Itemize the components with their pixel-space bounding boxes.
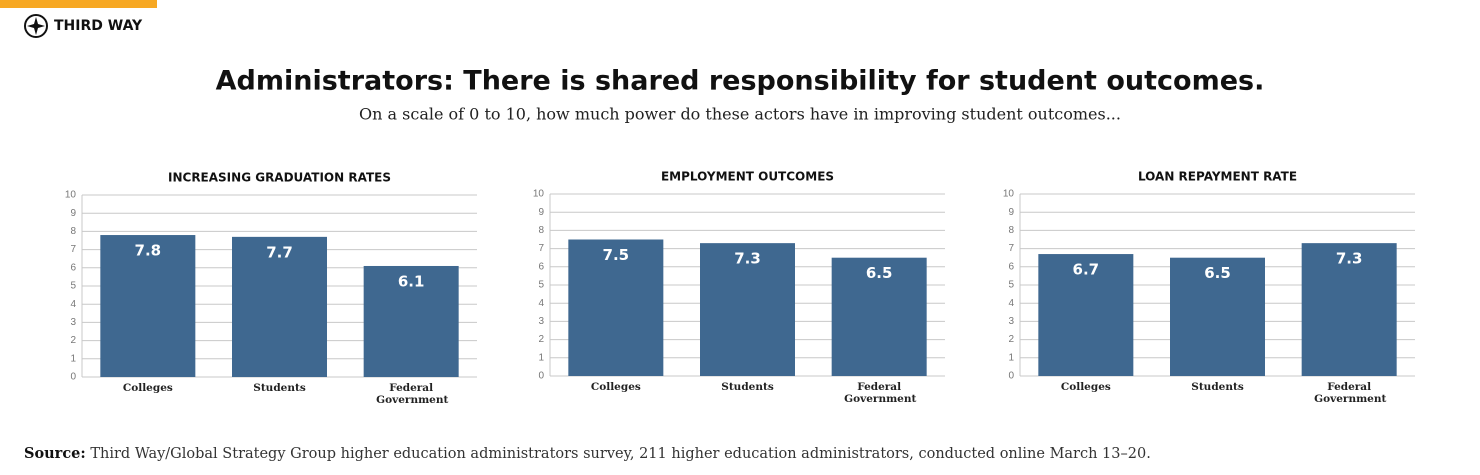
bar — [568, 239, 664, 376]
y-tick-label: 5 — [538, 280, 544, 291]
bar — [831, 257, 927, 376]
y-tick-label: 1 — [1008, 352, 1014, 363]
y-tick-label: 1 — [538, 352, 544, 363]
x-tick-label: Federal Government — [844, 381, 917, 405]
bar — [1170, 257, 1265, 376]
x-tick-label-box: Colleges — [1060, 381, 1111, 393]
source-text: Third Way/Global Strategy Group higher e… — [90, 446, 1150, 462]
x-tick-label: Students — [1191, 381, 1244, 393]
x-tick-label-box: Students — [721, 381, 774, 393]
bar — [100, 235, 196, 377]
x-tick-label-box: Colleges — [590, 381, 641, 393]
y-tick-label: 10 — [533, 189, 545, 200]
y-tick-label: 10 — [65, 190, 77, 201]
bar — [363, 265, 459, 377]
bar-chart: INCREASING GRADUATION RATES 0 1 2 3 4 5 6 7 8 9 10 C… — [65, 171, 477, 406]
x-tick-label-box: Colleges — [122, 382, 173, 394]
value-label: 6.1 — [398, 272, 425, 290]
value-label: 6.7 — [1073, 261, 1100, 279]
value-label: 6.5 — [1204, 264, 1231, 282]
x-tick-label: Federal Government — [1314, 381, 1387, 405]
x-tick-label: Colleges — [590, 381, 641, 393]
value-label: 7.3 — [734, 250, 761, 268]
x-tick-label: Federal Government — [376, 382, 449, 406]
y-tick-label: 1 — [70, 353, 76, 364]
x-tick-label-box: Federal Government — [376, 382, 449, 406]
title: Administrators: There is shared responsi… — [216, 66, 1265, 97]
y-tick-label: 0 — [1008, 371, 1014, 382]
y-tick-label: 8 — [538, 225, 544, 236]
y-tick-label: 3 — [1008, 316, 1014, 327]
y-tick-label: 4 — [1008, 298, 1014, 309]
value-label: 6.5 — [866, 264, 893, 282]
subtitle: On a scale of 0 to 10, how much power do… — [359, 105, 1121, 124]
x-tick-label-box: Students — [1191, 381, 1244, 393]
y-tick-label: 9 — [1008, 207, 1014, 218]
y-tick-label: 7 — [70, 244, 76, 255]
y-tick-label: 4 — [538, 298, 544, 309]
chart-title: EMPLOYMENT OUTCOMES — [661, 170, 834, 184]
y-tick-label: 7 — [538, 243, 544, 254]
y-tick-label: 3 — [538, 316, 544, 327]
x-tick-label: Colleges — [122, 382, 173, 394]
y-tick-label: 7 — [1008, 243, 1014, 254]
bar — [1301, 243, 1397, 376]
y-tick-label: 5 — [70, 281, 76, 292]
source-label: Source: — [24, 445, 86, 462]
value-label: 7.7 — [266, 243, 293, 261]
y-tick-label: 0 — [538, 371, 544, 382]
y-tick-label: 6 — [538, 261, 544, 272]
x-tick-label-box: Federal Government — [1314, 381, 1387, 405]
value-label: 7.3 — [1336, 250, 1363, 268]
x-tick-label-box: Students — [253, 382, 306, 394]
logo — [24, 14, 48, 38]
y-tick-label: 5 — [1008, 280, 1014, 291]
accent-bar — [0, 0, 157, 8]
value-label: 7.8 — [135, 242, 162, 260]
y-tick-label: 2 — [70, 335, 76, 346]
y-tick-label: 2 — [538, 334, 544, 345]
chart-title: INCREASING GRADUATION RATES — [168, 171, 391, 185]
y-tick-label: 9 — [538, 207, 544, 218]
y-tick-label: 8 — [70, 226, 76, 237]
x-tick-label-box: Federal Government — [844, 381, 917, 405]
brand: THIRD WAY — [54, 18, 143, 34]
y-tick-label: 8 — [1008, 225, 1014, 236]
y-tick-label: 2 — [1008, 334, 1014, 345]
y-tick-label: 10 — [1003, 189, 1015, 200]
y-tick-label: 6 — [70, 262, 76, 273]
bar — [232, 236, 327, 377]
x-tick-label: Students — [253, 382, 306, 394]
x-tick-label: Students — [721, 381, 774, 393]
y-tick-label: 0 — [70, 372, 76, 383]
chart-title: LOAN REPAYMENT RATE — [1138, 170, 1297, 184]
bar — [700, 243, 795, 376]
bar — [1038, 254, 1134, 376]
bar-chart: LOAN REPAYMENT RATE 0 1 2 3 4 5 6 7 8 9 10 Colleges 6… — [1003, 170, 1415, 405]
y-tick-label: 4 — [70, 299, 76, 310]
bar-chart: EMPLOYMENT OUTCOMES 0 1 2 3 4 5 6 7 8 9 10 Colleges 7… — [533, 170, 945, 405]
x-tick-label: Colleges — [1060, 381, 1111, 393]
source: Source: Third Way/Global Strategy Group … — [24, 445, 1151, 462]
y-tick-label: 3 — [70, 317, 76, 328]
value-label: 7.5 — [603, 246, 630, 264]
y-tick-label: 9 — [70, 208, 76, 219]
y-tick-label: 6 — [1008, 261, 1014, 272]
